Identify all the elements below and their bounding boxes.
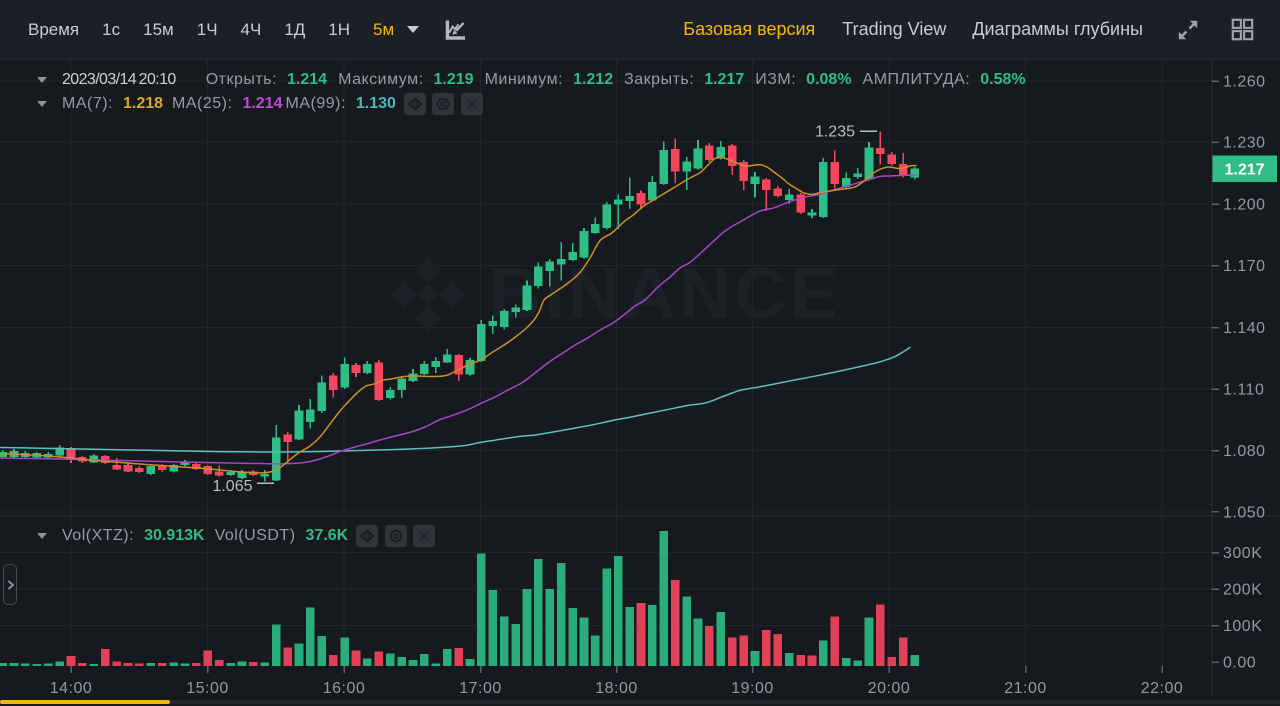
svg-text:100K: 100K (1223, 618, 1262, 635)
svg-text:15:00: 15:00 (186, 680, 229, 697)
svg-text:19:00: 19:00 (731, 680, 774, 697)
svg-text:300K: 300K (1223, 545, 1262, 562)
svg-text:1.140: 1.140 (1223, 320, 1266, 337)
svg-text:1.170: 1.170 (1223, 258, 1266, 275)
svg-text:1.080: 1.080 (1223, 443, 1266, 460)
svg-text:1.065: 1.065 (212, 478, 252, 495)
svg-text:1.217: 1.217 (1224, 162, 1264, 179)
svg-text:1.260: 1.260 (1223, 74, 1266, 91)
svg-text:22:00: 22:00 (1141, 680, 1184, 697)
svg-text:BINANCE: BINANCE (489, 254, 842, 334)
svg-text:1.110: 1.110 (1223, 382, 1264, 399)
svg-text:1.050: 1.050 (1223, 504, 1266, 521)
svg-text:20:00: 20:00 (868, 680, 911, 697)
svg-text:0.00: 0.00 (1223, 655, 1256, 672)
svg-text:1.230: 1.230 (1223, 135, 1266, 152)
svg-text:17:00: 17:00 (459, 680, 502, 697)
svg-text:21:00: 21:00 (1004, 680, 1047, 697)
svg-text:18:00: 18:00 (595, 680, 638, 697)
svg-text:1.235: 1.235 (815, 124, 855, 141)
svg-text:16:00: 16:00 (323, 680, 366, 697)
svg-text:14:00: 14:00 (50, 680, 93, 697)
svg-text:1.200: 1.200 (1223, 197, 1266, 214)
svg-text:200K: 200K (1223, 582, 1262, 599)
